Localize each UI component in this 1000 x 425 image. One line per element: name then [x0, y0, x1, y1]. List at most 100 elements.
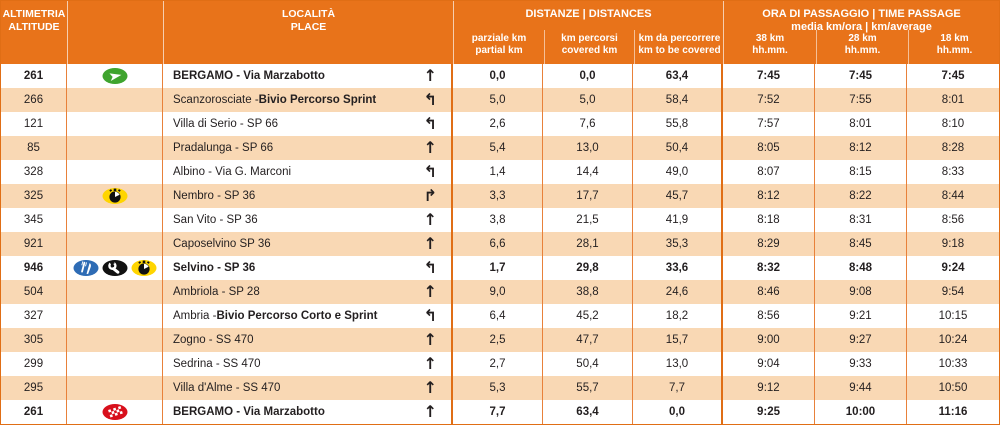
altitude-value: 261 [1, 64, 67, 88]
header-times-title: ORA DI PASSAGGIO | TIME PASSAGE [762, 8, 961, 20]
place-name: Albino - Via G. Marconi [173, 166, 292, 178]
km-to-be-covered-value: 18,2 [633, 304, 723, 328]
partial-km-value: 5,3 [453, 376, 543, 400]
header-speed-18: 18 km hh.mm. [908, 30, 1000, 64]
km-to-be-covered-value: 41,9 [633, 208, 723, 232]
altitude-value: 266 [1, 88, 67, 112]
header-distances-subcolumns: parziale km partial km km percorsi covered… [454, 30, 723, 64]
partial-km-value: 2,5 [453, 328, 543, 352]
header-speed-38: 38 km hh.mm. [752, 33, 788, 56]
time-at-18kmh-value: 8:44 [941, 190, 965, 202]
direction-left-arrow-icon: ↰ [423, 90, 437, 109]
place-cell: Villa d'Alme - SS 470 ↑ [163, 376, 453, 400]
time-at-28kmh-value: 9:21 [815, 304, 907, 328]
covered-km-value: 50,4 [543, 352, 633, 376]
altitude-value: 299 [1, 352, 67, 376]
time-at-38kmh-value: 8:56 [723, 304, 815, 328]
mechanic-icon [101, 259, 129, 277]
direction-left-arrow-icon: ↰ [423, 162, 437, 181]
km-to-be-covered-value: 0,0 [633, 400, 723, 424]
km-to-be-covered-value: 58,4 [633, 88, 723, 112]
direction-straight-arrow-icon: ↑ [423, 210, 437, 229]
waypoint-icons [67, 208, 163, 232]
km-to-be-covered-value: 24,6 [633, 280, 723, 304]
waypoint-icons [67, 328, 163, 352]
time-at-28kmh-value: 8:45 [815, 232, 907, 256]
place-name-bold: Bivio Percorso Sprint [258, 94, 377, 106]
waypoint-icons [67, 136, 163, 160]
time-at-38kmh-value: 9:25 [723, 400, 815, 424]
finish-icon [101, 403, 129, 421]
altitude-value: 295 [1, 376, 67, 400]
header-to-be-covered-km: km da percorrere km to be covered [634, 30, 724, 64]
time-at-18kmh-value: 8:01 [941, 94, 965, 106]
waypoint-icons [67, 256, 163, 280]
km-to-be-covered-value: 35,3 [633, 232, 723, 256]
time-at-28kmh-value: 9:44 [815, 376, 907, 400]
header-place-line1: LOCALITÀ [281, 8, 336, 20]
km-to-be-covered-value: 49,0 [633, 160, 723, 184]
waypoint-icons [67, 232, 163, 256]
table-row: 327 Ambria - Bivio Percorso Corto e Sprin… [1, 304, 999, 328]
km-to-be-covered-value: 33,6 [633, 256, 723, 280]
header-place-line2: PLACE [290, 20, 327, 33]
time-at-18kmh-value: 8:10 [941, 118, 965, 130]
covered-km-value: 21,5 [543, 208, 633, 232]
time-at-38kmh-value: 7:57 [723, 112, 815, 136]
time-at-28kmh-value: 8:22 [815, 184, 907, 208]
header-distances-group: DISTANZE | DISTANCES parziale km partial … [453, 1, 723, 64]
time-at-18kmh-value: 9:18 [941, 238, 965, 250]
table-row: 328 Albino - Via G. Marconi ↰ 1,4 14,4 49,0 8:… [1, 160, 999, 184]
time-at-28kmh-value: 8:31 [815, 208, 907, 232]
table-body: 261 BERGAMO - Via Marzabotto ↑ 0,0 0,0 63,4 7:… [1, 64, 999, 424]
header-times-subcolumns: 38 km hh.mm. 28 km hh.mm. 18 km hh.mm. [724, 30, 999, 64]
place-cell: Pradalunga - SP 66 ↑ [163, 136, 453, 160]
time-at-38kmh-value: 8:05 [723, 136, 815, 160]
table-row: 266 Scanzorosciate - Bivio Percorso Sprin… [1, 88, 999, 112]
header-altitude-line2: ALTITUDE [8, 20, 60, 33]
km-to-be-covered-value: 50,4 [633, 136, 723, 160]
time-at-18kmh-value: 7:45 [941, 70, 965, 82]
waypoint-icons [67, 184, 163, 208]
waypoint-icons [67, 280, 163, 304]
header-times-subtitle: media km/ora | km/average [791, 20, 932, 33]
covered-km-value: 38,8 [543, 280, 633, 304]
waypoint-icons [67, 160, 163, 184]
header-altitude-line1: ALTIMETRIA [2, 8, 66, 20]
direction-left-arrow-icon: ↰ [423, 306, 437, 325]
km-to-be-covered-value: 55,8 [633, 112, 723, 136]
covered-km-value: 63,4 [543, 400, 633, 424]
place-name-bold: Bivio Percorso Corto e Sprint [216, 310, 378, 322]
km-to-be-covered-value: 13,0 [633, 352, 723, 376]
waypoint-icons [67, 88, 163, 112]
place-name: Caposelvino SP 36 [173, 238, 271, 250]
time-at-18kmh-value: 10:15 [938, 310, 968, 322]
partial-km-value: 3,3 [453, 184, 543, 208]
place-cell: BERGAMO - Via Marzabotto ↑ [163, 400, 453, 424]
covered-km-value: 13,0 [543, 136, 633, 160]
altitude-value: 504 [1, 280, 67, 304]
direction-straight-arrow-icon: ↑ [423, 138, 437, 157]
header-partial-km: parziale km partial km [471, 33, 527, 56]
covered-km-value: 0,0 [543, 64, 633, 88]
place-cell: Sedrina - SS 470 ↑ [163, 352, 453, 376]
header-distances-title: DISTANZE | DISTANCES [525, 8, 652, 20]
time-at-28kmh-value: 8:15 [815, 160, 907, 184]
direction-straight-arrow-icon: ↑ [423, 378, 437, 397]
partial-km-value: 9,0 [453, 280, 543, 304]
partial-km-value: 1,4 [453, 160, 543, 184]
place-name: San Vito - SP 36 [173, 214, 258, 226]
table-row: 261 BERGAMO - Via Marzabotto ↑ 7,7 63,4 0,0 9:… [1, 400, 999, 424]
place-cell: Ambria - Bivio Percorso Corto e Sprint ↰ [163, 304, 453, 328]
start-icon [101, 67, 129, 85]
place-name: Ambriola - SP 28 [173, 286, 260, 298]
time-at-28kmh-value: 8:12 [815, 136, 907, 160]
direction-straight-arrow-icon: ↑ [423, 330, 437, 349]
altitude-value: 305 [1, 328, 67, 352]
time-at-28kmh-value: 10:00 [815, 400, 907, 424]
partial-km-value: 5,0 [453, 88, 543, 112]
covered-km-value: 14,4 [543, 160, 633, 184]
table-row: 921 Caposelvino SP 36 ↑ 6,6 28,1 35,3 8:29 8:45… [1, 232, 999, 256]
header-speed-28: 28 km hh.mm. [816, 30, 908, 64]
